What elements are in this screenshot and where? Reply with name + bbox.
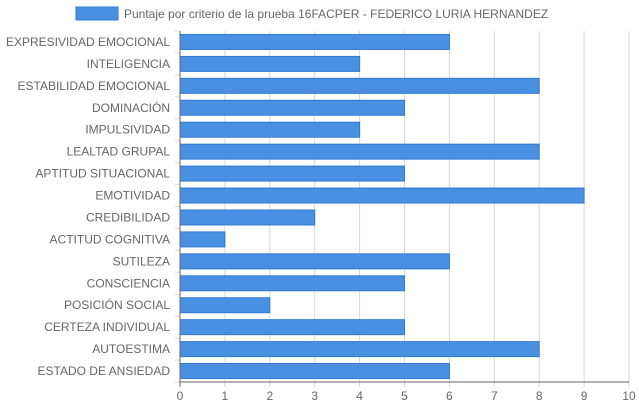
bar[interactable]: [179, 165, 405, 182]
x-tick-label: 9: [581, 389, 588, 403]
bar[interactable]: [179, 187, 585, 204]
category-label: IMPULSIVIDAD: [85, 123, 170, 137]
x-tick-label: 2: [266, 389, 273, 403]
bar[interactable]: [179, 341, 540, 358]
bar[interactable]: [179, 99, 405, 116]
x-tick-label: 7: [491, 389, 498, 403]
x-tick-label: 1: [222, 389, 229, 403]
category-label: SUTILEZA: [113, 254, 170, 268]
bar[interactable]: [179, 275, 405, 292]
x-tick-labels: 0 1 2 3 4 5 6 7 8 9 10: [177, 389, 636, 403]
category-label: CONSCIENCIA: [87, 276, 170, 290]
x-tick-label: 4: [356, 389, 363, 403]
bar[interactable]: [179, 143, 540, 160]
legend-swatch: [75, 6, 119, 21]
category-label: ESTABILIDAD EMOCIONAL: [18, 79, 171, 93]
bar[interactable]: [179, 297, 271, 314]
bar[interactable]: [179, 363, 450, 380]
category-label: LEALTAD GRUPAL: [67, 145, 171, 159]
axes: [179, 31, 629, 387]
category-label: DOMINACIÓN: [92, 100, 170, 115]
legend-label: Puntaje por criterio de la prueba 16FACP…: [124, 7, 548, 21]
x-tick-label: 6: [446, 389, 453, 403]
category-label: CERTEZA INDIVIDUAL: [44, 320, 170, 334]
category-label: INTELIGENCIA: [87, 57, 170, 71]
legend[interactable]: Puntaje por criterio de la prueba 16FACP…: [75, 6, 548, 21]
x-tick-label: 5: [401, 389, 408, 403]
bar[interactable]: [179, 33, 450, 50]
bar[interactable]: [179, 319, 405, 336]
category-label: CREDIBILIDAD: [86, 210, 170, 224]
bar[interactable]: [179, 231, 226, 248]
bar[interactable]: [179, 253, 450, 270]
bar[interactable]: [179, 121, 361, 138]
bar[interactable]: [179, 209, 316, 226]
category-label: APTITUD SITUACIONAL: [35, 167, 170, 181]
x-tick-label: 10: [622, 389, 636, 403]
category-labels: EXPRESIVIDAD EMOCIONAL INTELIGENCIA ESTABI…: [6, 35, 170, 378]
category-label: EMOTIVIDAD: [95, 189, 170, 203]
category-label: ESTADO DE ANSIEDAD: [38, 364, 171, 378]
bar[interactable]: [179, 55, 361, 72]
category-label: AUTOESTIMA: [92, 342, 170, 356]
category-label: EXPRESIVIDAD EMOCIONAL: [6, 35, 170, 49]
category-label: POSICIÓN SOCIAL: [64, 297, 170, 312]
x-tick-label: 0: [177, 389, 184, 403]
x-tick-label: 3: [311, 389, 318, 403]
bar[interactable]: [179, 77, 540, 94]
category-label: ACTITUD COGNITIVA: [50, 232, 170, 246]
x-tick-label: 8: [536, 389, 543, 403]
bars: [179, 33, 585, 380]
